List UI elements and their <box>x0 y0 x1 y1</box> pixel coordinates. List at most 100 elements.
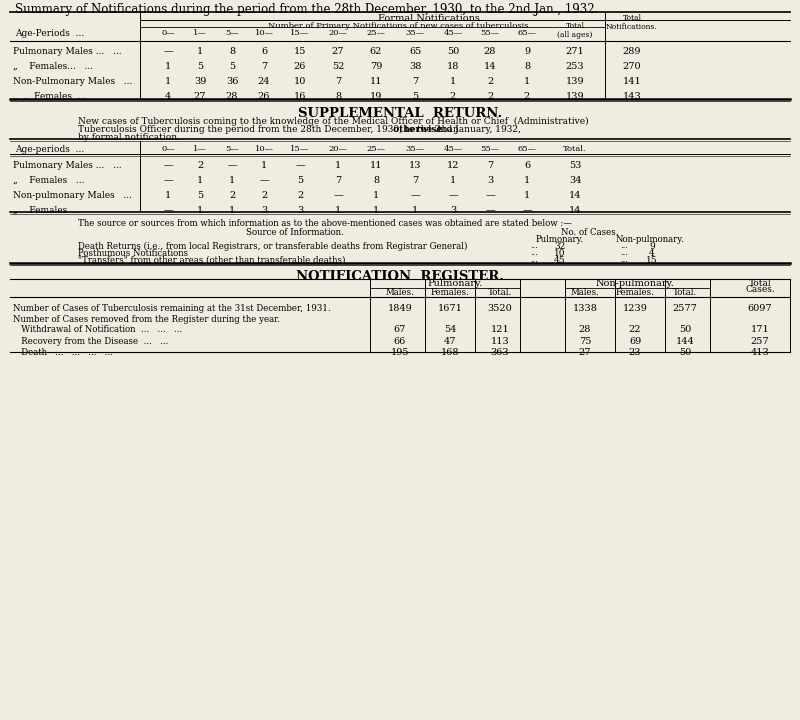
Text: 7: 7 <box>261 62 267 71</box>
Text: 79: 79 <box>370 62 382 71</box>
Text: Pulmonary.: Pulmonary. <box>427 279 482 288</box>
Text: 253: 253 <box>566 62 584 71</box>
Text: 47: 47 <box>444 337 456 346</box>
Text: Total
(all ages): Total (all ages) <box>558 22 593 39</box>
Text: 3: 3 <box>450 206 456 215</box>
Text: 45—: 45— <box>443 29 462 37</box>
Text: 1: 1 <box>450 77 456 86</box>
Text: 27: 27 <box>578 348 591 357</box>
Text: 28: 28 <box>226 92 238 101</box>
Text: Death   ...   ...   ...   ...: Death ... ... ... ... <box>13 348 113 357</box>
Text: 0—: 0— <box>161 29 175 37</box>
Text: 1: 1 <box>524 77 530 86</box>
Text: 363: 363 <box>490 348 510 357</box>
Text: 35—: 35— <box>406 29 425 37</box>
Text: 6097: 6097 <box>748 304 772 313</box>
Text: 1: 1 <box>229 176 235 185</box>
Text: 35—: 35— <box>406 145 425 153</box>
Text: 3: 3 <box>297 206 303 215</box>
Text: Females.: Females. <box>430 288 470 297</box>
Text: 8: 8 <box>373 176 379 185</box>
Text: 65: 65 <box>409 47 421 56</box>
Text: —: — <box>485 191 495 200</box>
Text: 1: 1 <box>373 191 379 200</box>
Text: Age-periods  ...: Age-periods ... <box>15 145 84 154</box>
Text: Total
Notifications.: Total Notifications. <box>606 14 658 31</box>
Text: Source of Information.: Source of Information. <box>246 228 344 237</box>
Text: 27: 27 <box>194 92 206 101</box>
Text: 67: 67 <box>394 325 406 334</box>
Text: 4: 4 <box>165 92 171 101</box>
Text: 113: 113 <box>490 337 510 346</box>
Text: 270: 270 <box>622 62 642 71</box>
Text: ...: ... <box>530 256 538 264</box>
Text: 15—: 15— <box>290 145 310 153</box>
Text: „    Females   ...: „ Females ... <box>13 176 85 185</box>
Text: 45—: 45— <box>443 145 462 153</box>
Text: 1: 1 <box>450 176 456 185</box>
Text: 1849: 1849 <box>388 304 412 313</box>
Text: 143: 143 <box>622 92 642 101</box>
Text: 50: 50 <box>679 348 691 357</box>
Text: Formal Notifications.: Formal Notifications. <box>378 14 482 23</box>
Text: 4: 4 <box>649 249 655 258</box>
Text: 25—: 25— <box>366 29 386 37</box>
Text: 55—: 55— <box>481 29 499 37</box>
Text: 7: 7 <box>412 176 418 185</box>
Text: 12: 12 <box>446 161 459 170</box>
Text: Non-pulmonary.: Non-pulmonary. <box>595 279 674 288</box>
Text: New cases of Tuberculosis coming to the knowledge of the Medical Officer of Heal: New cases of Tuberculosis coming to the … <box>78 117 589 126</box>
Text: —: — <box>410 191 420 200</box>
Text: 144: 144 <box>676 337 694 346</box>
Text: Recovery from the Disease  ...   ...: Recovery from the Disease ... ... <box>13 337 168 346</box>
Text: ...: ... <box>620 256 628 264</box>
Text: 14: 14 <box>484 62 496 71</box>
Text: 5: 5 <box>229 62 235 71</box>
Text: Cases.: Cases. <box>745 285 775 294</box>
Text: 69: 69 <box>629 337 641 346</box>
Text: Non-pulmonary Males   ...: Non-pulmonary Males ... <box>13 191 132 200</box>
Text: 7: 7 <box>487 161 493 170</box>
Text: 141: 141 <box>622 77 642 86</box>
Text: 39: 39 <box>194 77 206 86</box>
Text: The source or sources from which information as to the above-mentioned cases was: The source or sources from which informa… <box>78 219 572 228</box>
Text: 1: 1 <box>412 206 418 215</box>
Text: 10—: 10— <box>254 145 274 153</box>
Text: —: — <box>485 206 495 215</box>
Text: 171: 171 <box>750 325 770 334</box>
Text: 45: 45 <box>554 256 566 265</box>
Text: ...: ... <box>620 249 628 257</box>
Text: Pulmonary Males ...   ...: Pulmonary Males ... ... <box>13 47 122 56</box>
Text: 9: 9 <box>524 47 530 56</box>
Text: „  „  Females  ...: „ „ Females ... <box>13 92 86 101</box>
Text: 65—: 65— <box>518 145 537 153</box>
Text: 2: 2 <box>229 191 235 200</box>
Text: 11: 11 <box>370 161 382 170</box>
Text: ...: ... <box>530 249 538 257</box>
Text: 62: 62 <box>370 47 382 56</box>
Text: Total.: Total. <box>673 288 697 297</box>
Text: 23: 23 <box>629 348 642 357</box>
Text: ...: ... <box>530 242 538 250</box>
Text: 0—: 0— <box>161 145 175 153</box>
Text: 6: 6 <box>524 161 530 170</box>
Text: 27: 27 <box>332 47 344 56</box>
Text: Non-pulmonary.: Non-pulmonary. <box>616 235 684 244</box>
Text: 1: 1 <box>524 191 530 200</box>
Text: —: — <box>163 161 173 170</box>
Text: 2577: 2577 <box>673 304 698 313</box>
Text: 20—: 20— <box>329 29 347 37</box>
Text: 1: 1 <box>197 47 203 56</box>
Text: —: — <box>227 161 237 170</box>
Text: "Transfers" from other areas (other than transferable deaths): "Transfers" from other areas (other than… <box>78 256 346 265</box>
Text: Posthumous Notifications: Posthumous Notifications <box>78 249 188 258</box>
Text: 1: 1 <box>261 161 267 170</box>
Text: 1: 1 <box>335 206 341 215</box>
Text: 28: 28 <box>579 325 591 334</box>
Text: 1: 1 <box>197 206 203 215</box>
Text: 19: 19 <box>370 92 382 101</box>
Text: Number of Cases of Tuberculosis remaining at the 31st December, 1931.: Number of Cases of Tuberculosis remainin… <box>13 304 330 313</box>
Text: 13: 13 <box>409 161 422 170</box>
Text: 3: 3 <box>261 206 267 215</box>
Text: Males.: Males. <box>386 288 414 297</box>
